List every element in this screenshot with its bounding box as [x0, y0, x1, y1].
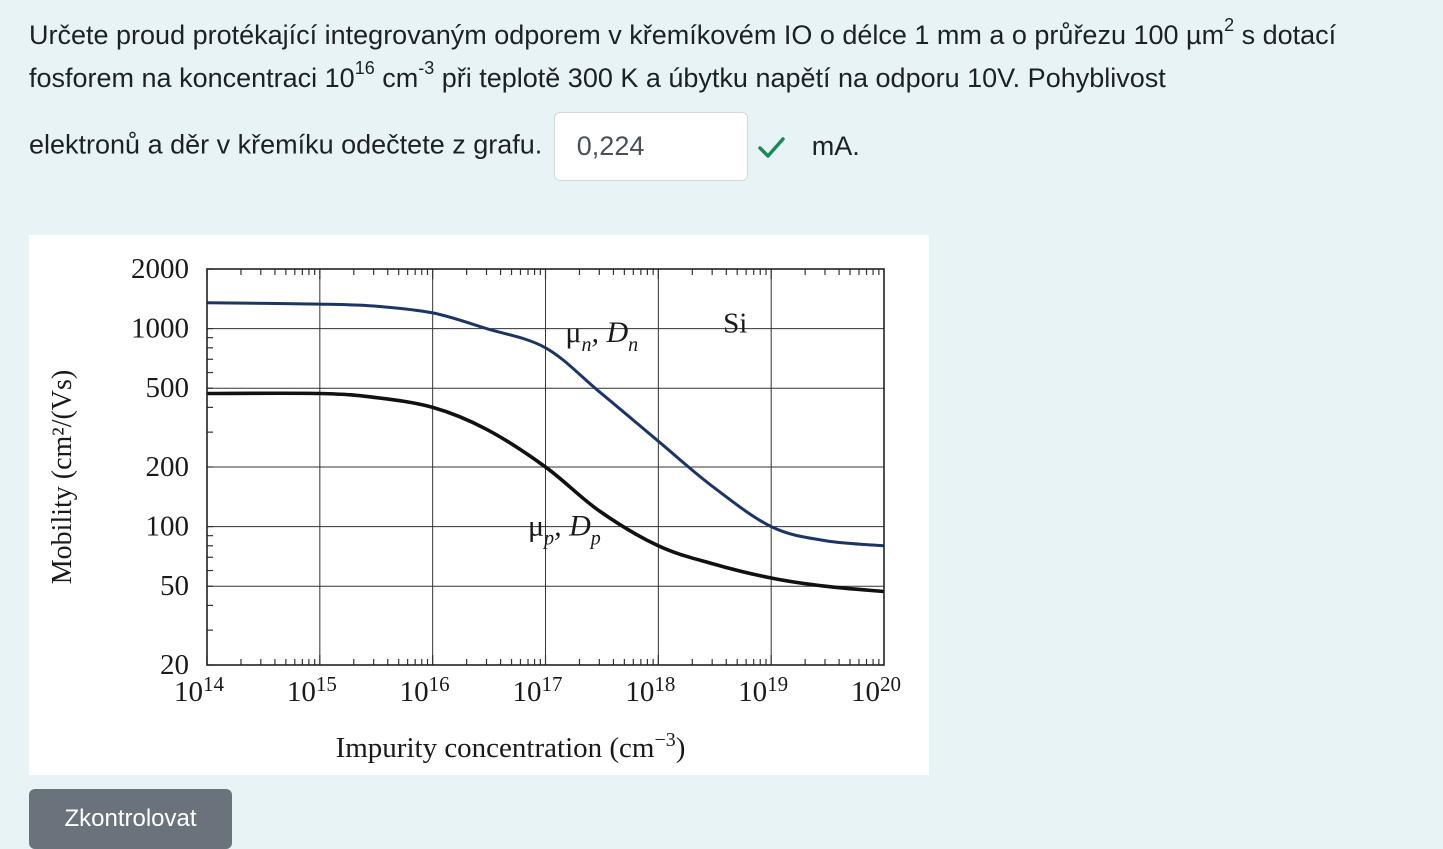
answer-line: elektronů a děr v křemíku odečtete z gra… — [29, 112, 1409, 181]
y-tick-label: 50 — [160, 570, 189, 602]
x-tick-label: 1020 — [851, 672, 901, 708]
unit-label: mA. — [811, 131, 860, 161]
answer-row: mA. — [550, 112, 860, 181]
x-tick-label: 1018 — [625, 672, 675, 708]
y-tick-label: 500 — [146, 372, 190, 404]
chart-ticks — [206, 268, 880, 666]
question-part-1: Určete proud protékající integrovaným od… — [29, 20, 1225, 50]
checkmark-icon — [758, 136, 785, 158]
answer-input[interactable] — [553, 112, 748, 181]
x-tick-label: 1019 — [738, 672, 788, 708]
check-answer-button[interactable]: Zkontrolovat — [29, 789, 232, 849]
plot-frame — [206, 268, 885, 666]
x-tick-label: 1015 — [287, 672, 337, 708]
question-text: Určete proud protékající integrovaným od… — [29, 14, 1409, 181]
series-line-p — [206, 391, 885, 594]
y-tick-label: 200 — [146, 451, 190, 483]
question-part-3: cm — [374, 63, 419, 93]
x-tick-label: 1017 — [513, 672, 563, 708]
question-sup-1: 2 — [1224, 15, 1235, 35]
question-part-2: s dotací fosforem na koncentraci 10 — [29, 20, 1337, 93]
y-tick-label: 100 — [146, 511, 190, 543]
series-line-n — [206, 301, 885, 548]
series-label-n: μn, Dn — [565, 316, 638, 356]
y-tick-label: 1000 — [131, 313, 189, 345]
question-sup-3: -3 — [418, 58, 435, 78]
mobility-chart: 2000 1000 500 200 100 50 20 1014 1015 1016 1017 101… — [29, 235, 929, 775]
question-sup-2: 16 — [354, 58, 375, 78]
y-tick-label: 2000 — [131, 253, 189, 285]
y-axis-label: Mobility (cm²/(Vs) — [47, 370, 78, 584]
series-label-p: μp, Dp — [528, 510, 601, 550]
question-part-5: elektronů a děr v křemíku odečtete z gra… — [29, 129, 543, 160]
x-tick-label: 1014 — [174, 672, 225, 708]
x-axis-label: Impurity concentration (cm−3) — [336, 729, 686, 764]
chart-series — [206, 301, 885, 594]
question-part-4: při teplotě 300 K a úbytku napětí na odp… — [434, 63, 1166, 93]
x-tick-label: 1016 — [400, 672, 450, 708]
material-annotation: Si — [723, 308, 747, 340]
y-tick-label: 20 — [160, 649, 189, 681]
